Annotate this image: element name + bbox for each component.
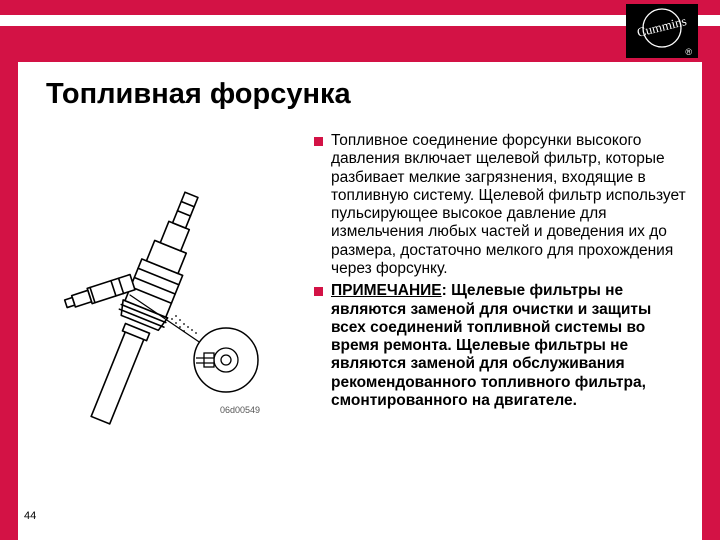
- bullet-item: Топливное соединение форсунки высокого д…: [314, 132, 690, 278]
- slide: Cummins ® Топливная форсунка: [0, 0, 720, 540]
- bullet-marker-icon: [314, 137, 323, 146]
- bullet-text: ПРИМЕЧАНИЕ: Щелевые фильтры не являются …: [331, 282, 690, 410]
- injector-illustration: [36, 150, 288, 430]
- bullet-marker-icon: [314, 287, 323, 296]
- bullet-text: Топливное соединение форсунки высокого д…: [331, 132, 690, 278]
- bullet-list: Топливное соединение форсунки высокого д…: [314, 132, 690, 414]
- cummins-logo-icon: Cummins ®: [626, 4, 698, 58]
- note-label: ПРИМЕЧАНИЕ: [331, 282, 442, 299]
- svg-text:®: ®: [685, 47, 692, 57]
- page-title: Топливная форсунка: [46, 78, 351, 111]
- top-white-stripe: [0, 15, 720, 26]
- page-number: 44: [24, 510, 36, 522]
- right-red-column: [702, 62, 720, 540]
- top-red-band: [0, 0, 720, 62]
- bullet-item: ПРИМЕЧАНИЕ: Щелевые фильтры не являются …: [314, 282, 690, 410]
- left-red-column: [0, 62, 18, 540]
- note-body: : Щелевые фильтры не являются заменой дл…: [331, 282, 651, 409]
- figure-label: 06d00549: [220, 405, 260, 415]
